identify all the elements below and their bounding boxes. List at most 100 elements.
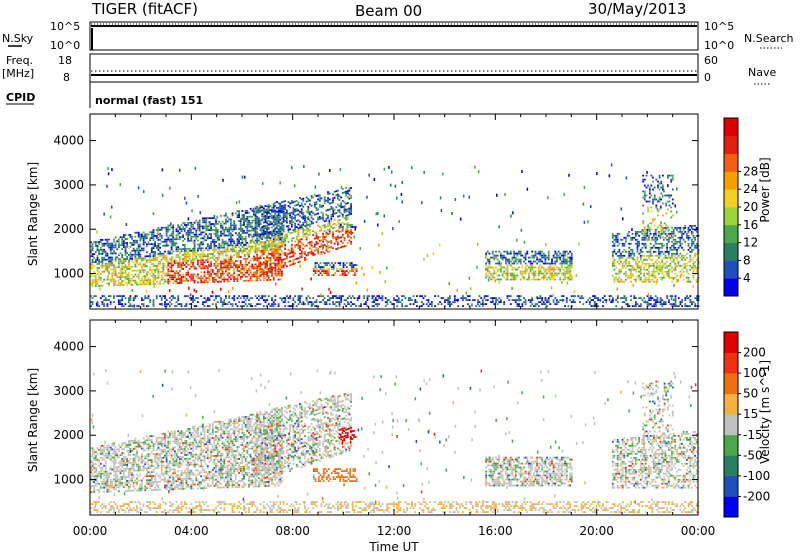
echo-cell — [272, 305, 275, 307]
echo-cell — [202, 253, 204, 256]
echo-cell — [225, 258, 227, 261]
echo-cell — [165, 260, 168, 263]
echo-cell — [121, 264, 124, 266]
echo-cell — [679, 242, 682, 245]
echo-cell — [534, 272, 537, 275]
echo-cell — [192, 273, 194, 276]
echo-cell — [254, 266, 257, 269]
echo-cell — [134, 297, 137, 299]
echo-cell — [231, 303, 234, 305]
echo-cell — [114, 246, 117, 249]
echo-cell — [124, 258, 127, 260]
echo-cell — [295, 210, 298, 212]
echo-cell — [556, 258, 558, 261]
echo-cell — [648, 230, 651, 233]
echo-cell — [141, 283, 143, 286]
echo-cell — [198, 255, 201, 258]
echo-cell — [146, 275, 148, 278]
echo-cell — [315, 301, 318, 303]
echo-cell — [663, 222, 666, 225]
echo-cell — [662, 214, 664, 217]
echo-cell — [679, 264, 682, 267]
echo-cell — [267, 219, 270, 222]
echo-cell — [150, 247, 153, 249]
echo-cell — [389, 301, 392, 303]
echo-cell — [272, 215, 275, 217]
echo-cell — [495, 301, 497, 303]
echo-cell — [348, 189, 351, 192]
echo-cell — [352, 274, 355, 276]
echo-cell — [223, 240, 226, 243]
echo-cell — [251, 215, 254, 218]
echo-cell — [676, 248, 678, 251]
echo-cell — [635, 297, 637, 299]
echo-cell — [310, 220, 313, 223]
echo-cell — [180, 248, 183, 250]
echo-cell — [605, 299, 608, 301]
echo-cell — [162, 226, 165, 229]
echo-cell — [350, 211, 352, 213]
echo-cell — [91, 281, 94, 283]
echo-cell — [114, 252, 117, 255]
echo-cell — [587, 299, 590, 301]
echo-cell — [661, 270, 664, 273]
echo-cell — [172, 240, 175, 243]
echo-cell — [253, 257, 255, 260]
echo-cell — [647, 210, 649, 213]
echo-cell — [338, 209, 341, 211]
echo-cell — [206, 235, 209, 238]
echo-cell — [562, 254, 565, 257]
echo-cell — [674, 248, 677, 251]
echo-cell — [281, 274, 283, 277]
echo-cell — [284, 244, 287, 246]
echo-cell — [460, 297, 463, 299]
echo-cell — [343, 299, 346, 301]
echo-cell — [149, 261, 152, 263]
echo-cell — [136, 241, 138, 244]
echo-cell — [320, 245, 323, 248]
echo-cell — [129, 251, 132, 254]
echo-cell — [206, 299, 209, 301]
echo-cell — [630, 242, 632, 245]
echo-cell — [218, 270, 221, 273]
echo-cell — [256, 225, 259, 228]
echo-cell — [547, 258, 550, 261]
echo-cell — [312, 252, 315, 254]
echo-cell — [215, 256, 217, 259]
echo-cell — [477, 301, 479, 303]
echo-cell — [259, 303, 262, 305]
echo-cell — [679, 276, 682, 279]
echo-cell — [564, 270, 566, 273]
echo-cell — [317, 266, 320, 268]
echo-cell — [687, 248, 690, 251]
echo-cell — [198, 233, 201, 236]
echo-cell — [216, 238, 219, 241]
echo-cell — [269, 245, 272, 247]
echo-cell — [236, 234, 239, 236]
echo-cell — [180, 228, 183, 230]
echo-cell — [198, 229, 201, 232]
echo-cell — [325, 199, 328, 202]
echo-cell — [537, 297, 540, 299]
echo-cell — [249, 277, 252, 280]
echo-cell — [292, 237, 295, 239]
echo-cell — [208, 229, 211, 231]
echo-cell — [185, 260, 188, 262]
echo-cell — [108, 299, 110, 301]
echo-cell — [305, 238, 308, 241]
echo-cell — [256, 223, 259, 226]
echo-cell — [187, 251, 189, 254]
echo-cell — [277, 232, 280, 235]
echo-cell — [277, 202, 280, 205]
echo-cell — [646, 303, 649, 305]
echo-cell — [335, 248, 338, 250]
echo-cell — [177, 274, 180, 276]
echo-cell — [337, 193, 339, 196]
echo-cell — [274, 274, 277, 277]
echo-cell — [236, 264, 239, 266]
echo-cell — [122, 305, 125, 307]
echo-cell — [259, 234, 262, 237]
echo-cell — [689, 256, 692, 259]
echo-cell — [177, 256, 180, 259]
echo-cell — [258, 239, 260, 242]
